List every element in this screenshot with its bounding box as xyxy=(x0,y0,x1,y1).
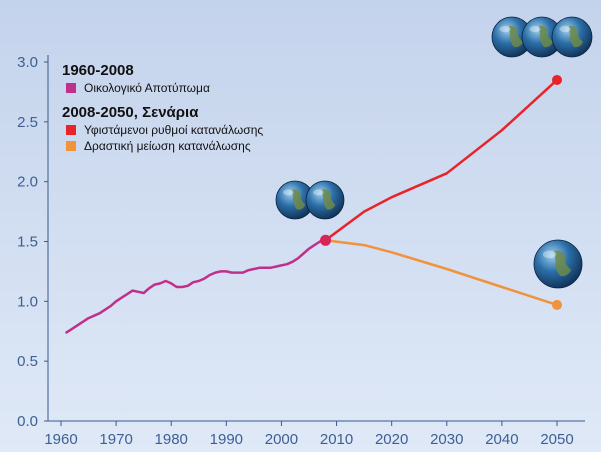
legend-swatch-red xyxy=(66,125,76,135)
legend-swatch-orange xyxy=(66,141,76,151)
legend-swatch-magenta xyxy=(66,83,76,93)
x-tick-label: 1970 xyxy=(99,431,132,448)
legend-group1-title: 1960-2008 xyxy=(62,62,134,79)
legend-group2-title: 2008-2050, Σενάρια xyxy=(62,104,199,121)
y-tick-label: 2.5 xyxy=(17,114,38,131)
x-tick-label: 2000 xyxy=(265,431,298,448)
globe-icon xyxy=(533,239,583,289)
series-line-current-rates xyxy=(324,78,559,242)
x-tick-label: 2050 xyxy=(540,431,573,448)
y-tick-label: 3.0 xyxy=(17,54,38,71)
globe-icon xyxy=(491,16,533,58)
x-tick-label: 2010 xyxy=(320,431,353,448)
x-tick-label: 2020 xyxy=(375,431,408,448)
legend-item-drastic-reduction: Δραστική μείωση κατανάλωσης xyxy=(62,138,263,154)
y-tick-label: 0.5 xyxy=(17,353,38,370)
legend-label: Οικολογικό Αποτύπωμα xyxy=(84,81,210,95)
x-tick-label: 2040 xyxy=(485,431,518,448)
point-2008 xyxy=(320,234,332,246)
point-2050-current xyxy=(552,74,562,85)
x-tick-label: 1990 xyxy=(210,431,243,448)
legend-item-current-rates: Υφιστάμενοι ρυθμοί κατανάλωσης xyxy=(62,122,263,138)
x-tick-label: 1960 xyxy=(44,431,77,448)
x-tick-label: 2030 xyxy=(430,431,463,448)
series-line-ecological-footprint xyxy=(65,239,327,334)
legend-label: Δραστική μείωση κατανάλωσης xyxy=(84,139,251,153)
series-line-drastic-reduction xyxy=(324,239,559,307)
globe-icon xyxy=(521,16,563,58)
y-tick-label: 0.0 xyxy=(17,413,38,430)
globe-icon xyxy=(551,16,593,58)
y-tick-label: 1.0 xyxy=(17,293,38,310)
globe-icon xyxy=(275,180,315,220)
y-tick-label: 2.0 xyxy=(17,174,38,191)
globe-icon xyxy=(305,180,345,220)
x-tick-label: 1980 xyxy=(155,431,188,448)
point-2050-reduction xyxy=(552,299,562,310)
legend: 1960-2008 Οικολογικό Αποτύπωμα 2008-2050… xyxy=(62,62,263,154)
legend-label: Υφιστάμενοι ρυθμοί κατανάλωσης xyxy=(84,123,264,137)
y-tick-label: 1.5 xyxy=(17,234,38,251)
legend-item-ecological-footprint: Οικολογικό Αποτύπωμα xyxy=(62,80,263,96)
